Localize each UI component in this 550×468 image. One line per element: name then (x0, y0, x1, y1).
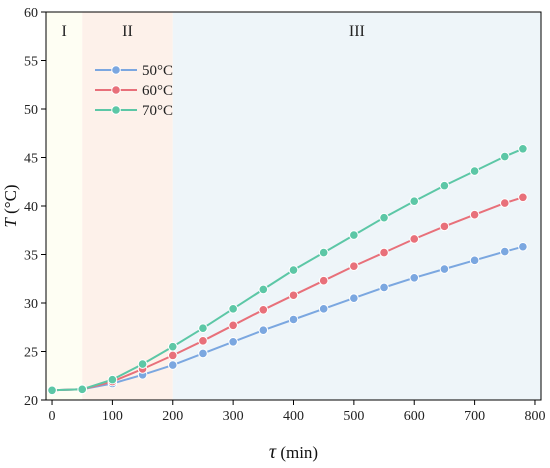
x-tick-label: 0 (49, 409, 56, 424)
series-3-point (167, 341, 178, 352)
y-tick-label: 35 (24, 249, 38, 264)
series-1-point (288, 314, 299, 325)
region-labels-layer: I II III (61, 23, 364, 40)
series-2-point (439, 221, 450, 232)
x-tick-label: 400 (283, 409, 304, 424)
series-1-point (469, 255, 480, 266)
x-tick-label: 700 (464, 409, 485, 424)
series-2-point (499, 198, 510, 208)
series-2-point (288, 290, 299, 301)
series-3-point (137, 359, 148, 369)
region-1-band (46, 12, 83, 400)
series-1-point (499, 246, 510, 257)
series-3-point (258, 284, 269, 295)
x-tick-label: 500 (343, 409, 364, 424)
legend-label-2: 60°C (142, 83, 173, 99)
tick-labels-layer: 0 100 200 300 400 500 600 700 800 20 25 30 35 40 45 50 5… (24, 6, 545, 424)
ticks-layer (41, 11, 536, 405)
series-2-point (228, 320, 238, 331)
series-2-point (198, 336, 208, 346)
series-3-point (198, 323, 208, 334)
y-axis-title: T (°C) (1, 184, 20, 227)
series-3-point (349, 230, 359, 240)
x-axis-unit: (min) (276, 443, 318, 462)
series-3-point (469, 166, 480, 176)
x-tick-label: 800 (524, 409, 545, 424)
region-2-label: II (122, 23, 133, 40)
series-1-point (439, 264, 450, 274)
y-tick-label: 30 (24, 297, 38, 312)
series-2-point (318, 275, 329, 286)
series-1-point (518, 241, 528, 252)
series-1-point (258, 325, 269, 335)
y-tick-label: 25 (24, 346, 38, 361)
y-tick-label: 45 (24, 152, 38, 167)
series-2-point (167, 350, 178, 361)
x-tick-label: 200 (162, 409, 183, 424)
x-axis-title: τ (min) (269, 441, 318, 463)
series-3-point (107, 374, 118, 385)
region-3-label: III (349, 23, 365, 40)
legend-marker-1 (111, 65, 121, 75)
x-tick-label: 300 (223, 409, 244, 424)
region-1-label: I (61, 23, 66, 40)
series-1-point (318, 304, 329, 314)
legend: 50°C 60°C 70°C (95, 63, 173, 119)
series-3-point (379, 212, 389, 223)
y-tick-label: 60 (24, 6, 38, 21)
region-3-band (172, 12, 541, 400)
points-layer (47, 143, 528, 396)
series-3-point (47, 385, 57, 396)
legend-marker-2 (111, 85, 121, 95)
series-2-point (518, 192, 528, 203)
legend-marker-3 (111, 105, 121, 115)
series-1-point (379, 282, 389, 293)
y-axis-symbol: T (1, 217, 20, 228)
series-1-point (167, 360, 178, 370)
series-3-point (499, 151, 510, 162)
x-axis-symbol: τ (269, 441, 277, 463)
y-axis-unit: (°C) (1, 184, 20, 218)
series-2-point (349, 261, 359, 271)
series-2-point (469, 209, 480, 220)
series-2-point (258, 304, 269, 315)
series-2-point (409, 234, 420, 244)
series-3-point (439, 180, 450, 191)
series-2-point (379, 247, 389, 258)
series-3-point (518, 143, 528, 154)
y-tick-label: 20 (24, 394, 38, 409)
legend-label-1: 50°C (142, 63, 173, 79)
x-tick-label: 100 (102, 409, 123, 424)
y-tick-label: 50 (24, 103, 38, 118)
series-1-point (228, 337, 238, 347)
y-tick-label: 55 (24, 55, 38, 70)
series-1-point (349, 293, 359, 303)
series-3-point (409, 196, 420, 206)
series-3-point (77, 384, 88, 395)
x-tick-label: 600 (404, 409, 425, 424)
legend-label-3: 70°C (142, 103, 173, 119)
regions-layer (46, 12, 541, 400)
series-1-point (198, 348, 208, 359)
series-3-point (228, 304, 238, 314)
series-3-point (318, 247, 329, 258)
series-1-point (409, 272, 420, 283)
region-2-band (82, 12, 173, 400)
y-tick-label: 40 (24, 200, 38, 215)
series-3-point (288, 265, 299, 275)
